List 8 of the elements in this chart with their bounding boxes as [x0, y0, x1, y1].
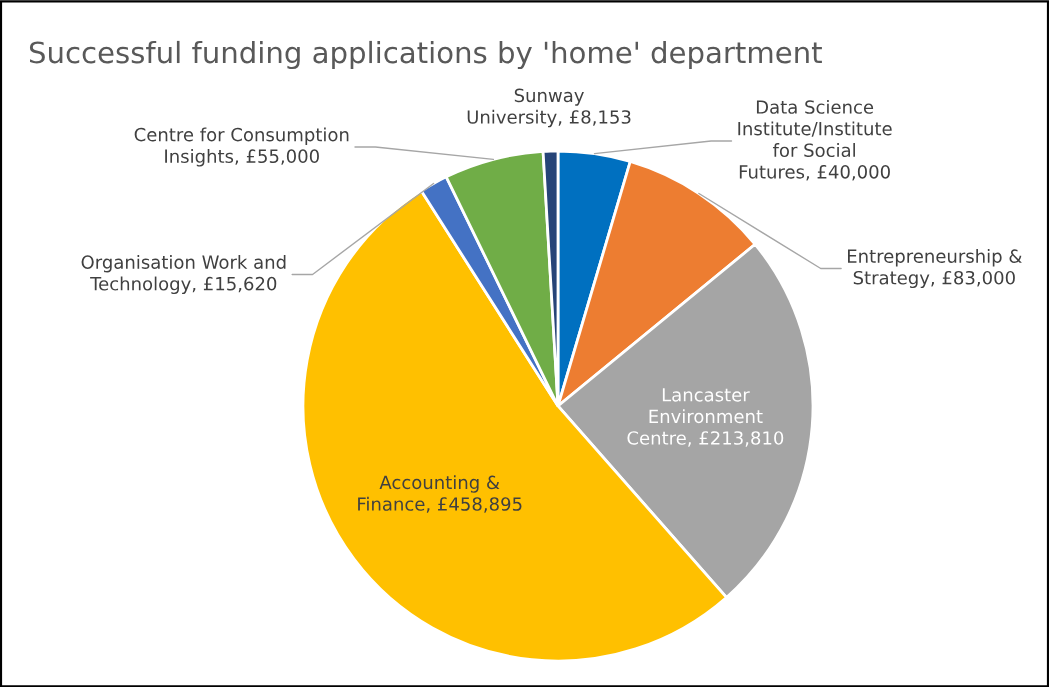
slice-label: Entrepreneurship & Strategy, £83,000: [848, 248, 1022, 289]
slice-label: Centre for Consumption Insights, £55,000: [134, 127, 349, 167]
slice-label: Accounting & Finance, £458,895: [358, 475, 522, 513]
slice-label: Lancaster Environment Centre, £213,810: [627, 388, 784, 447]
chart-title: Successful funding applications by 'home' department: [29, 40, 822, 70]
slice-label: Organisation Work and Technology, £15,620: [81, 254, 286, 295]
slice-label: Data Science Institute/Institute for Social Futures, £40,000: [738, 99, 892, 181]
slice-label: Sunway University, £8,153: [467, 88, 631, 128]
